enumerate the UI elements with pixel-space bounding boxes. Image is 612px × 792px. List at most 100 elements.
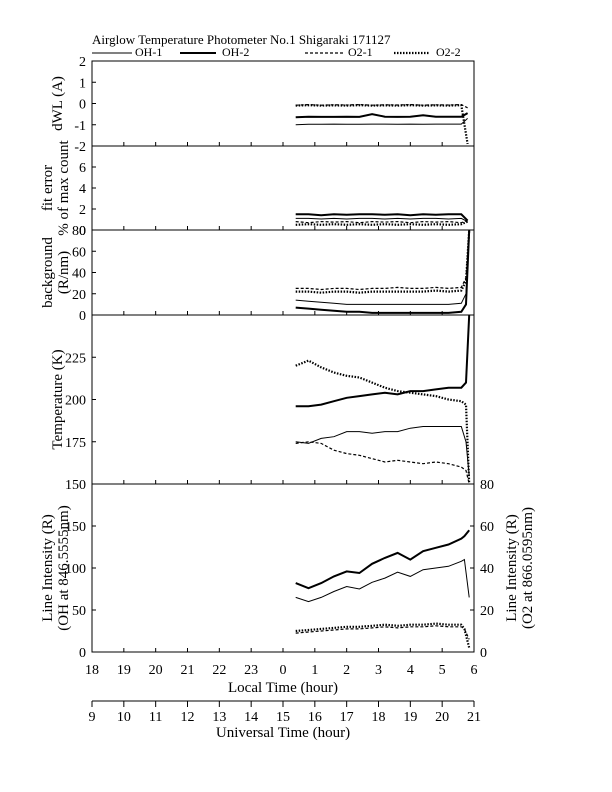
local-time-tick-label: 23	[244, 663, 258, 678]
series-line-oh-1	[295, 217, 468, 223]
chart-title: Airglow Temperature Photometer No.1 Shig…	[92, 32, 391, 47]
y-tick-label: 225	[65, 351, 86, 366]
local-time-tick-label: 20	[149, 663, 163, 678]
y-right-tick-label: 60	[480, 520, 494, 535]
y-tick-label: 60	[72, 245, 86, 260]
universal-time-tick-label: 19	[403, 710, 417, 725]
y-right-tick-label: 0	[480, 646, 487, 661]
local-time-tick-label: 5	[439, 663, 446, 678]
local-time-tick-label: 2	[343, 663, 350, 678]
legend-label-o2-2: O2-2	[436, 45, 461, 59]
y-tick-label: 150	[65, 520, 86, 535]
series-line-oh-1	[295, 426, 470, 476]
series-line-o2-1	[295, 230, 470, 291]
series-line-oh-2	[295, 112, 469, 119]
y-axis-title: background	[40, 237, 56, 308]
y-tick-label: 40	[72, 267, 86, 282]
y-tick-label: 200	[65, 394, 86, 409]
series-line-oh-1	[295, 558, 470, 603]
panel-line-intensity: 150 100 50 0 80 60 40 20 0 Line Intensity (R) (OH …	[40, 478, 536, 661]
local-time-tick-label: 4	[407, 663, 414, 678]
y-tick-label: 175	[65, 436, 86, 451]
universal-time-tick-label: 11	[149, 710, 162, 725]
series-line-oh-2	[295, 213, 469, 222]
local-time-tick-label: 6	[471, 663, 478, 678]
local-time-tick-label: 1	[311, 663, 318, 678]
y-axis-subtitle: (R/nm)	[56, 251, 72, 294]
legend: OH-1 OH-2 O2-1 O2-2	[92, 45, 461, 59]
legend-label-oh-2: OH-2	[222, 45, 249, 59]
panel-temperature: 225 200 175 150 Temperature (K)	[50, 314, 475, 493]
y-tick-label: -1	[74, 119, 86, 134]
y-tick-label: 2	[79, 203, 86, 218]
panel-frame	[91, 145, 475, 231]
y-tick-label: 6	[79, 161, 86, 176]
y-right-tick-label: 40	[480, 562, 494, 577]
y-tick-label: 0	[79, 646, 86, 661]
legend-label-o2-1: O2-1	[348, 45, 373, 59]
y-tick-label: 150	[65, 478, 86, 493]
y-tick-label: 80	[72, 224, 86, 239]
universal-time-tick-label: 20	[435, 710, 449, 725]
y-right-axis-subtitle: (O2 at 866.0595nm)	[520, 507, 536, 629]
series-line-o2-1	[295, 103, 468, 109]
universal-time-tick-label: 15	[276, 710, 290, 725]
series-line-oh-1	[295, 230, 470, 305]
local-time-tick-label: 19	[117, 663, 131, 678]
y-tick-label: 2	[79, 55, 86, 70]
panel-frame	[91, 229, 475, 316]
local-time-tick-label: 3	[375, 663, 382, 678]
y-tick-label: 0	[79, 224, 86, 239]
series-line-o2-2	[295, 230, 471, 294]
local-time-tick-label: 21	[181, 663, 195, 678]
legend-label-oh-1: OH-1	[135, 45, 162, 59]
series-line-oh-1	[295, 118, 468, 126]
universal-time-tick-label: 14	[244, 710, 258, 725]
y-tick-label: 100	[65, 562, 86, 577]
series-line-oh-2	[295, 315, 471, 408]
local-time-tick-label: 0	[280, 663, 287, 678]
y-tick-label: 50	[72, 604, 86, 619]
local-time-tick-label: 22	[212, 663, 226, 678]
universal-time-tick-label: 10	[117, 710, 131, 725]
y-right-tick-label: 80	[480, 478, 494, 493]
universal-time-axis-title: Universal Time (hour)	[216, 725, 350, 741]
panel-background: 80 60 40 20 0 background (R/nm)	[40, 224, 475, 324]
series-line-oh-2	[295, 529, 470, 590]
series-line-o2-1	[295, 441, 470, 484]
y-tick-label: 4	[79, 182, 86, 197]
y-tick-label: 1	[79, 76, 86, 91]
local-time-tick-label: 18	[85, 663, 99, 678]
y-axis-subtitle: (OH at 846.5555nm)	[56, 505, 72, 630]
y-tick-label: 20	[72, 288, 86, 303]
y-axis-subtitle: % of max count	[56, 139, 72, 235]
series-line-o2-1	[295, 625, 470, 640]
y-axis-title: Temperature (K)	[50, 349, 66, 449]
y-right-tick-label: 20	[480, 604, 494, 619]
series-line-oh-2	[295, 230, 471, 314]
y-tick-label: 0	[79, 309, 86, 324]
universal-time-tick-label: 12	[181, 710, 195, 725]
universal-time-tick-label: 9	[89, 710, 96, 725]
panel-fit-error: 6 4 2 0 fit error% of max count	[40, 139, 475, 239]
universal-time-tick-label: 21	[467, 710, 481, 725]
panel-frame	[91, 314, 475, 485]
universal-time-tick-label: 16	[308, 710, 322, 725]
series-line-o2-1	[295, 220, 468, 224]
y-tick-label: -2	[74, 140, 86, 155]
panel-dwl: 2 1 0 -1 -2 dWL (A)	[50, 55, 475, 155]
y-axis-title: dWL (A)	[50, 76, 66, 131]
universal-time-tick-label: 18	[372, 710, 386, 725]
y-right-axis-title: Line Intensity (R)	[504, 514, 520, 621]
universal-time-tick-label: 13	[212, 710, 226, 725]
series-line-o2-2	[295, 622, 471, 649]
universal-time-tick-label: 17	[340, 710, 354, 725]
series-line-o2-2	[295, 359, 471, 484]
local-time-axis-title: Local Time (hour)	[228, 680, 338, 696]
y-axis-title: fit error	[40, 165, 56, 211]
y-tick-label: 0	[79, 98, 86, 113]
panel-frame	[91, 60, 475, 147]
